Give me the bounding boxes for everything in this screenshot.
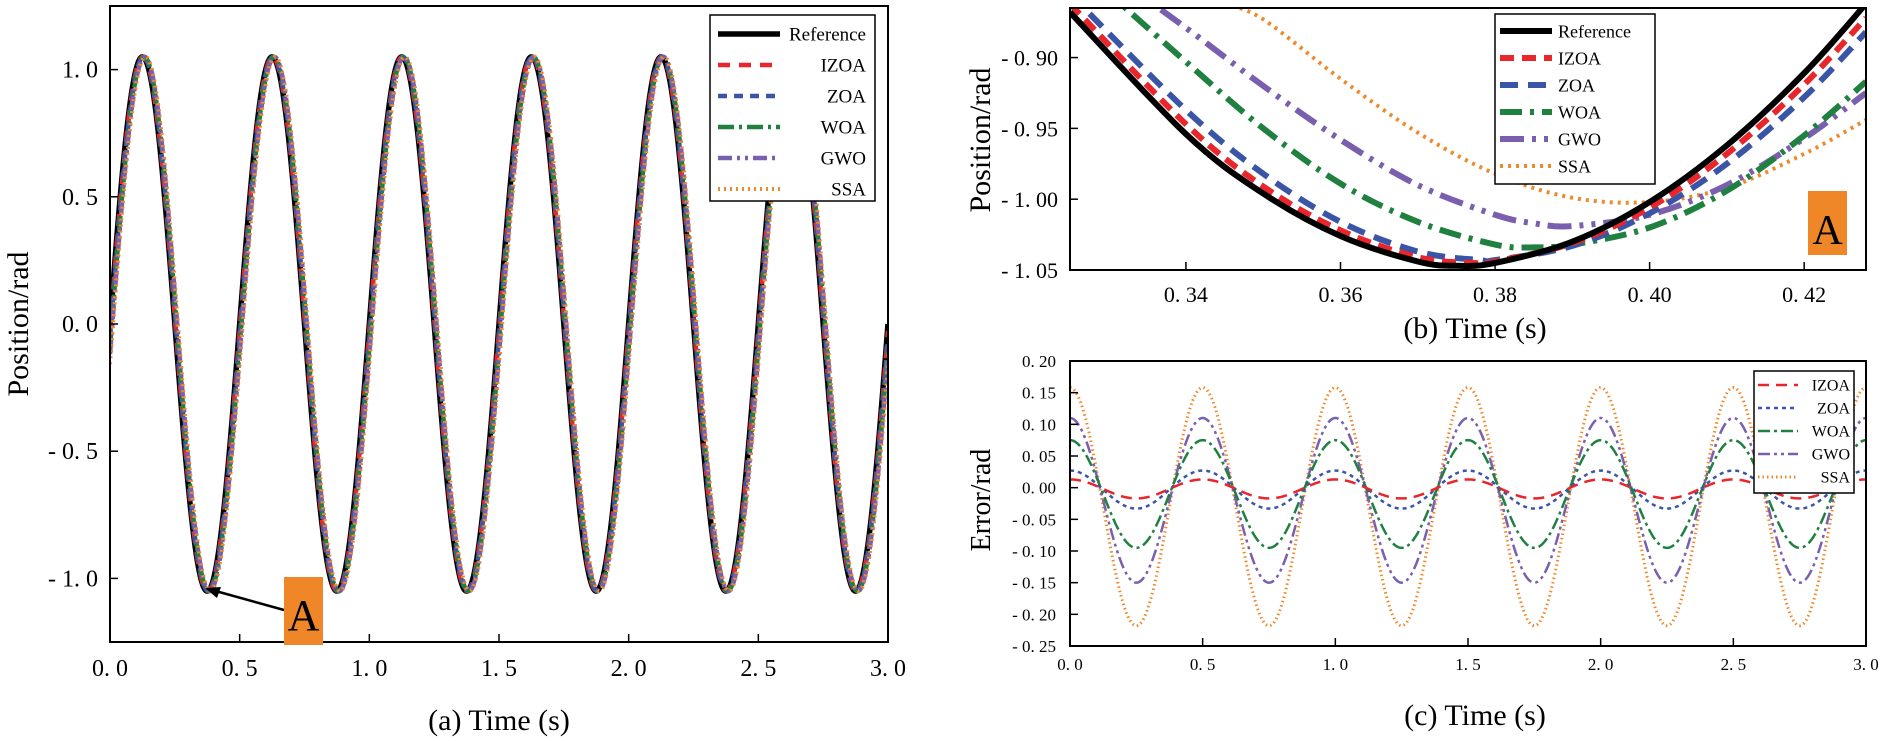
y-axis-label-b: Position/rad [964,67,997,212]
x-tick-label-a: 0. 0 [92,656,128,682]
legend-label-a-ssa: SSA [831,180,866,201]
x-tick-label-b: 0. 38 [1473,282,1517,307]
legend-label-c-ssa: SSA [1821,470,1851,487]
y-tick-label-b: - 1. 00 [1001,187,1058,212]
y-tick-label-a: - 1. 0 [48,566,98,592]
y-tick-label-b: - 0. 90 [1001,46,1058,71]
chart-panel-c: 0. 0 0. 5 1. 0 1. 5 2. 0 2. 5 3. 0 0. 20 0. 15 0.… [966,352,1879,732]
x-axis-label-a: (a) Time (s) [428,704,570,737]
legend-c: IZOA ZOA WOA GWO SSA [1753,370,1855,494]
legend-label-b-gwo: GWO [1558,129,1601,149]
legend-label-b-zoa: ZOA [1558,75,1595,95]
ticks-c: 0. 0 0. 5 1. 0 1. 5 2. 0 2. 5 3. 0 0. 20 0. 15 0.… [1012,352,1879,674]
annotation-a: A [205,577,323,645]
plot-lines-c [1070,386,1866,628]
series-line-b-reference [1070,8,1866,270]
x-tick-label-b: 0. 40 [1628,282,1672,307]
legend-label-b-ssa: SSA [1558,156,1591,176]
y-tick-label-c: - 0. 15 [1012,574,1056,593]
x-tick-label-c: 0. 0 [1057,655,1083,674]
x-tick-label-a: 2. 5 [740,656,776,682]
y-tick-label-a: 0. 5 [62,185,98,211]
series-line-a-gwo [110,54,888,594]
legend-label-b-reference: Reference [1558,21,1631,41]
x-tick-label-c: 3. 0 [1853,655,1879,674]
legend-label-a-woa: WOA [821,118,867,139]
x-tick-label-a: 1. 5 [481,656,517,682]
legend-label-a-gwo: GWO [821,149,866,170]
legend-label-c-woa: WOA [1812,424,1851,441]
plot-frame-b [1069,7,1867,271]
plot-frame-c [1069,360,1867,647]
y-tick-label-c: - 0. 05 [1012,510,1056,529]
y-tick-label-b: - 1. 05 [1001,258,1058,283]
annotation-label-b: A [1812,208,1843,254]
series-line-b-gwo [1153,8,1866,230]
series-line-c-woa [1070,438,1866,550]
y-tick-label-c: - 0. 25 [1012,637,1056,656]
series-line-c-zoa [1070,469,1866,510]
legend-label-a-izoa: IZOA [821,56,867,77]
legend-box-c [1753,370,1855,494]
y-tick-label-a: - 0. 5 [48,439,98,465]
ticks-b: 0. 34 0. 36 0. 38 0. 40 0. 42 - 0. 90 - 0. 95 -… [1001,46,1826,307]
series-line-b-izoa [1070,8,1866,267]
legend-label-a-reference: Reference [789,25,866,46]
x-axis-label-c: (c) Time (s) [1404,699,1546,732]
y-tick-label-c: 0. 10 [1022,415,1056,434]
y-tick-label-c: 0. 20 [1022,352,1056,371]
legend-box-a [709,14,876,202]
chart-panel-b: 0. 34 0. 36 0. 38 0. 40 0. 42 - 0. 90 - 0. 95 -… [964,7,1867,345]
x-tick-label-a: 1. 0 [351,656,387,682]
plot-lines-b [1070,8,1866,270]
x-tick-label-a: 2. 0 [611,656,647,682]
annotation-arrow-a [211,588,285,612]
x-tick-label-c: 2. 0 [1588,655,1614,674]
legend-label-c-zoa: ZOA [1817,401,1850,418]
x-tick-label-a: 3. 0 [870,656,906,682]
legend-label-b-woa: WOA [1558,102,1601,122]
x-tick-label-b: 0. 36 [1318,282,1362,307]
x-tick-label-c: 1. 5 [1455,655,1481,674]
legend-label-c-izoa: IZOA [1812,378,1851,395]
x-tick-label-c: 0. 5 [1190,655,1216,674]
legend-label-b-izoa: IZOA [1558,48,1601,68]
y-axis-label-c: Error/rad [966,449,997,552]
y-axis-label-a: Position/rad [2,251,35,396]
x-tick-label-a: 0. 5 [222,656,258,682]
legend-box-b [1494,13,1656,185]
series-line-b-woa [1120,8,1866,251]
annotation-marker-b [1808,191,1847,255]
legend-a: Reference IZOA ZOA WOA GWO SSA [709,14,876,202]
y-tick-label-c: 0. 00 [1022,479,1056,498]
annotation-label-a: A [288,591,320,640]
x-tick-label-c: 1. 0 [1323,655,1349,674]
x-tick-label-b: 0. 34 [1164,282,1208,307]
x-tick-label-c: 2. 5 [1721,655,1747,674]
y-tick-label-b: - 0. 95 [1001,116,1058,141]
ticks-a: 0. 0 0. 5 1. 0 1. 5 2. 0 2. 5 3. 0 1. 0 0. 5 0. 0… [48,58,906,682]
y-tick-label-a: 0. 0 [62,312,98,338]
series-line-c-ssa [1070,386,1866,628]
y-tick-label-c: 0. 15 [1022,384,1056,403]
series-line-c-gwo [1070,416,1866,584]
legend-label-c-gwo: GWO [1812,447,1850,464]
arrowhead-icon [205,587,221,598]
legend-b: Reference IZOA ZOA WOA GWO SSA [1494,13,1656,185]
chart-panel-a: 0. 0 0. 5 1. 0 1. 5 2. 0 2. 5 3. 0 1. 0 0. 5 0. 0… [2,5,906,737]
y-tick-label-c: 0. 05 [1022,447,1056,466]
x-tick-label-b: 0. 42 [1782,282,1826,307]
y-tick-label-c: - 0. 20 [1012,605,1056,624]
series-line-a-ssa [110,54,888,594]
legend-label-a-zoa: ZOA [827,87,866,108]
x-axis-label-b: (b) Time (s) [1403,312,1546,345]
series-line-c-izoa [1070,478,1866,500]
plot-lines-a [110,54,888,594]
annotation-marker-a [284,577,323,645]
y-tick-label-a: 1. 0 [62,58,98,84]
y-tick-label-c: - 0. 10 [1012,542,1056,561]
